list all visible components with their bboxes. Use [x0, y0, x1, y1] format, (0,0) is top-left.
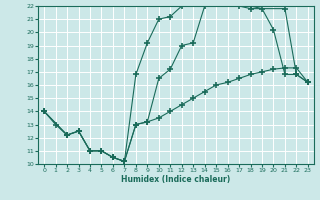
X-axis label: Humidex (Indice chaleur): Humidex (Indice chaleur): [121, 175, 231, 184]
